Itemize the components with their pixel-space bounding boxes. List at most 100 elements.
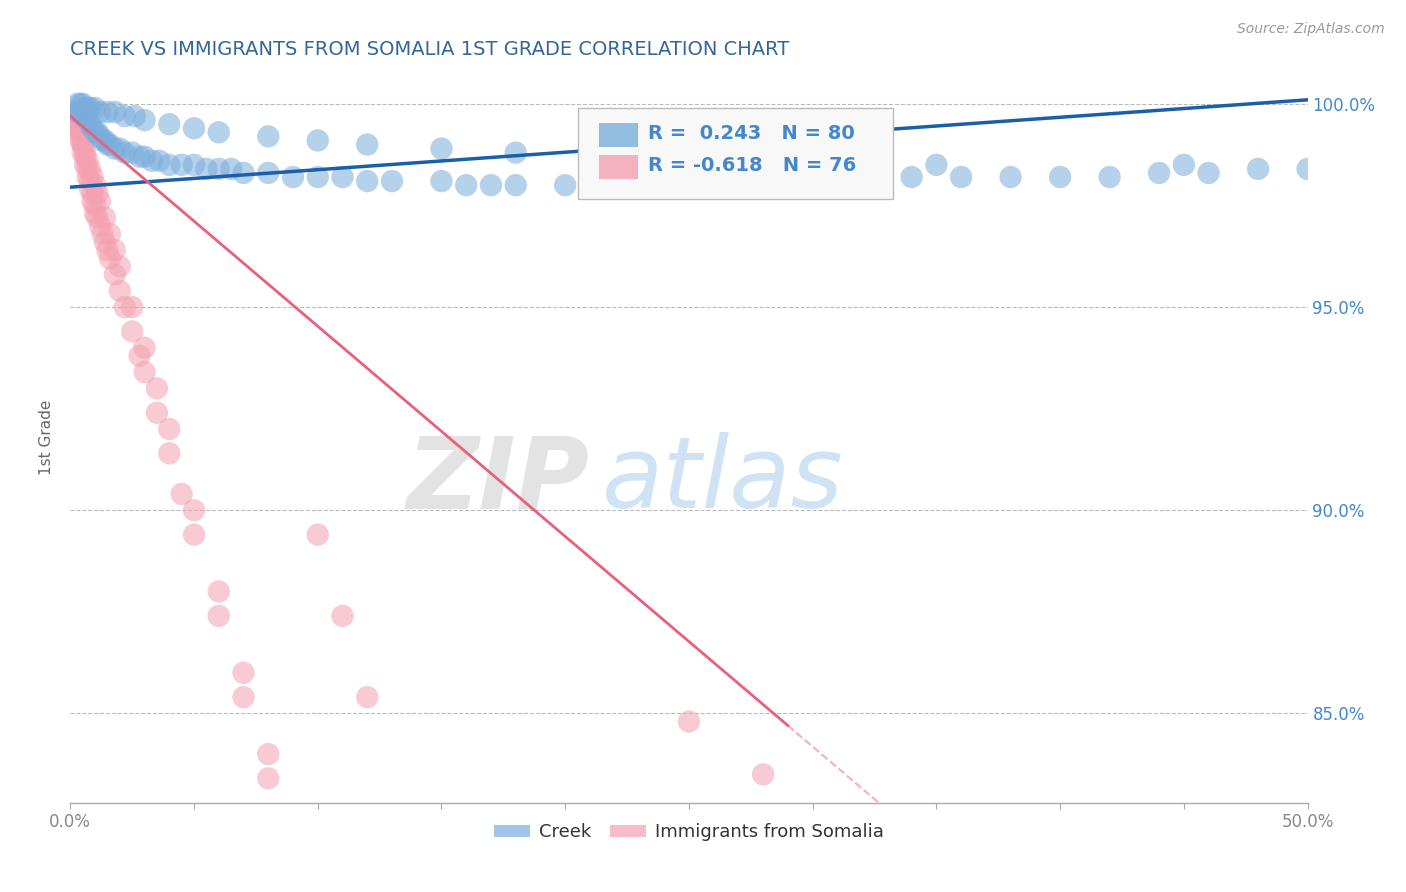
Point (69, 129, 91, 144)
Point (86, 211, 108, 225)
Point (148, 153, 170, 168)
Point (752, 767, 775, 781)
Point (66, 113, 89, 128)
Point (257, 772, 280, 786)
Point (69, 133, 91, 147)
Point (72, 137, 94, 152)
Point (703, 178, 725, 193)
Point (430, 174, 453, 188)
Point (108, 142, 131, 156)
Point (157, 117, 180, 131)
Point (82, 121, 104, 136)
Text: CREEK VS IMMIGRANTS FROM SOMALIA 1ST GRADE CORRELATION CHART: CREEK VS IMMIGRANTS FROM SOMALIA 1ST GRA… (70, 39, 790, 59)
Point (405, 853, 427, 867)
Point (72, 137, 94, 152)
Point (94, 235, 117, 249)
Point (208, 161, 231, 176)
Point (381, 174, 404, 188)
Point (72, 109, 94, 123)
Point (281, 828, 304, 842)
Point (219, 161, 242, 176)
Point (801, 174, 824, 188)
Point (84, 206, 107, 220)
Point (950, 169, 973, 184)
Point (134, 365, 156, 379)
Point (82, 194, 104, 209)
Point (356, 137, 378, 152)
Point (183, 158, 205, 172)
Text: R =  0.243   N = 80: R = 0.243 N = 80 (648, 124, 855, 143)
Point (121, 300, 143, 314)
Point (89, 219, 111, 233)
Point (195, 161, 218, 176)
Point (134, 150, 156, 164)
Point (96, 137, 118, 152)
Point (332, 169, 354, 184)
Point (128, 150, 150, 164)
Point (76, 161, 98, 176)
Point (96, 243, 118, 257)
Point (232, 665, 254, 680)
Point (456, 178, 478, 193)
Point (94, 211, 117, 225)
Point (89, 105, 111, 120)
Point (69, 96, 91, 111)
Point (170, 487, 193, 501)
Point (66, 105, 89, 120)
Point (108, 260, 131, 274)
Point (170, 158, 193, 172)
Point (1000, 169, 1022, 184)
Point (900, 169, 922, 184)
Point (307, 527, 329, 541)
Point (114, 145, 136, 160)
Point (75, 145, 97, 160)
Point (104, 243, 127, 257)
Point (128, 349, 150, 363)
Point (84, 198, 107, 212)
Point (76, 169, 98, 184)
Point (505, 178, 527, 193)
Point (208, 608, 231, 623)
Point (79, 161, 101, 176)
Point (72, 96, 94, 111)
Point (1296, 161, 1319, 176)
Point (62, 105, 84, 120)
Point (86, 186, 108, 201)
Point (479, 178, 502, 193)
Point (430, 142, 453, 156)
Point (652, 178, 675, 193)
Point (307, 133, 329, 147)
Point (554, 178, 576, 193)
Point (579, 150, 602, 164)
Point (75, 158, 97, 172)
Point (96, 105, 118, 120)
Point (76, 113, 98, 128)
Point (69, 125, 91, 139)
Point (84, 101, 107, 115)
Point (91, 227, 114, 241)
Point (104, 142, 127, 156)
Point (157, 446, 180, 460)
Point (79, 101, 101, 115)
Point (79, 117, 101, 131)
Point (98, 252, 121, 266)
Point (84, 125, 107, 139)
Point (121, 325, 143, 339)
Point (75, 109, 97, 123)
Point (232, 690, 254, 705)
Point (66, 96, 89, 111)
Point (121, 145, 143, 160)
Point (208, 584, 231, 599)
Point (603, 178, 626, 193)
Point (108, 284, 131, 298)
Point (104, 105, 127, 120)
Point (183, 121, 205, 136)
Point (134, 341, 156, 355)
Point (86, 125, 108, 139)
Bar (599, 155, 638, 179)
Point (66, 121, 89, 136)
Point (232, 166, 254, 180)
Point (752, 178, 775, 193)
Point (678, 714, 700, 729)
Point (98, 137, 121, 152)
